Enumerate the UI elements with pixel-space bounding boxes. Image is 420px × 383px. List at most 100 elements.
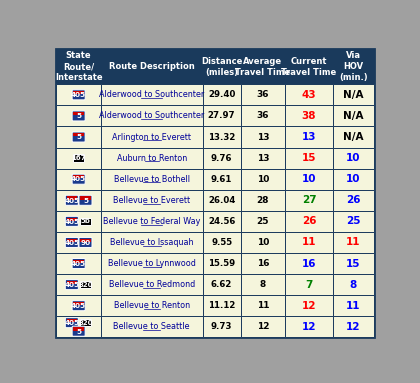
Bar (241, 147, 285, 169)
Text: Bellevue to Seattle: Bellevue to Seattle (113, 322, 190, 331)
Text: 29.40: 29.40 (208, 90, 235, 99)
Bar (101, 169, 202, 190)
Text: 13: 13 (257, 133, 269, 141)
Text: 7: 7 (305, 280, 312, 290)
Text: Via
HOV
(min.): Via HOV (min.) (339, 51, 368, 82)
Bar (67, 281, 77, 284)
Bar (101, 232, 202, 253)
Text: 11: 11 (257, 301, 269, 310)
Bar (56, 190, 101, 211)
Bar (202, 169, 241, 190)
Bar (333, 232, 374, 253)
Bar (285, 295, 333, 316)
Text: Bellevue to Everett: Bellevue to Everett (113, 196, 190, 205)
Bar (241, 295, 285, 316)
Bar (202, 84, 241, 105)
Text: 9.76: 9.76 (211, 154, 232, 163)
FancyBboxPatch shape (72, 301, 85, 311)
Text: 11: 11 (346, 301, 361, 311)
Bar (333, 169, 374, 190)
Bar (333, 105, 374, 126)
FancyBboxPatch shape (72, 111, 85, 121)
Bar (241, 274, 285, 295)
Bar (333, 126, 374, 147)
Bar (56, 274, 101, 295)
Bar (202, 316, 241, 337)
Bar (80, 196, 91, 200)
FancyBboxPatch shape (72, 326, 85, 336)
Text: 5: 5 (83, 198, 88, 204)
Text: 405: 405 (71, 92, 86, 98)
Bar (202, 126, 241, 147)
Bar (101, 211, 202, 232)
Bar (67, 218, 77, 221)
Text: Bellevue to Renton: Bellevue to Renton (114, 301, 190, 310)
Bar (333, 190, 374, 211)
Bar (285, 105, 333, 126)
Text: 320: 320 (78, 282, 93, 288)
Bar (285, 211, 333, 232)
Bar (56, 105, 101, 126)
Text: 405: 405 (64, 198, 79, 204)
Text: Route Description: Route Description (109, 62, 194, 71)
Text: 5b: 5b (81, 218, 90, 224)
Bar (74, 302, 84, 305)
Bar (80, 319, 91, 326)
Bar (202, 232, 241, 253)
Text: 15: 15 (346, 259, 361, 268)
Bar (74, 327, 84, 331)
Text: 36: 36 (257, 111, 269, 120)
Bar (241, 253, 285, 274)
Bar (241, 190, 285, 211)
Text: 10: 10 (257, 175, 269, 184)
Bar (202, 211, 241, 232)
Text: 13: 13 (257, 154, 269, 163)
Bar (56, 84, 101, 105)
Bar (67, 319, 77, 322)
Bar (285, 126, 333, 147)
Bar (101, 126, 202, 147)
Text: 320: 320 (78, 320, 93, 326)
Text: N/A: N/A (343, 111, 364, 121)
Text: 10: 10 (302, 174, 316, 184)
Text: Auburn to Renton: Auburn to Renton (117, 154, 187, 163)
Bar (101, 147, 202, 169)
Bar (74, 112, 84, 115)
Text: N/A: N/A (343, 132, 364, 142)
Text: 38: 38 (302, 111, 316, 121)
Text: Bellevue to Bothell: Bellevue to Bothell (114, 175, 190, 184)
Text: 25: 25 (257, 217, 269, 226)
Text: 405: 405 (64, 219, 79, 225)
Text: N/A: N/A (343, 90, 364, 100)
Bar (241, 105, 285, 126)
Bar (285, 190, 333, 211)
Text: Current
Travel Time: Current Travel Time (281, 57, 336, 77)
Text: 405: 405 (71, 177, 86, 182)
Bar (101, 295, 202, 316)
Text: 15.59: 15.59 (208, 259, 235, 268)
Bar (56, 211, 101, 232)
Text: 11.12: 11.12 (208, 301, 235, 310)
Text: 12: 12 (302, 322, 316, 332)
FancyBboxPatch shape (79, 195, 92, 205)
Bar (285, 147, 333, 169)
FancyBboxPatch shape (65, 195, 78, 205)
Bar (285, 316, 333, 337)
Bar (56, 49, 101, 84)
Text: 8: 8 (260, 280, 266, 289)
Bar (56, 126, 101, 147)
Bar (67, 196, 77, 200)
Text: 28: 28 (257, 196, 269, 205)
Text: 10: 10 (257, 238, 269, 247)
Text: 12: 12 (346, 322, 361, 332)
Bar (56, 169, 101, 190)
Bar (73, 154, 84, 162)
Text: 12: 12 (302, 301, 316, 311)
Bar (202, 274, 241, 295)
Bar (74, 175, 84, 178)
Bar (285, 84, 333, 105)
FancyBboxPatch shape (65, 318, 78, 328)
Bar (333, 84, 374, 105)
Text: 43: 43 (302, 90, 316, 100)
Text: 6.62: 6.62 (211, 280, 232, 289)
